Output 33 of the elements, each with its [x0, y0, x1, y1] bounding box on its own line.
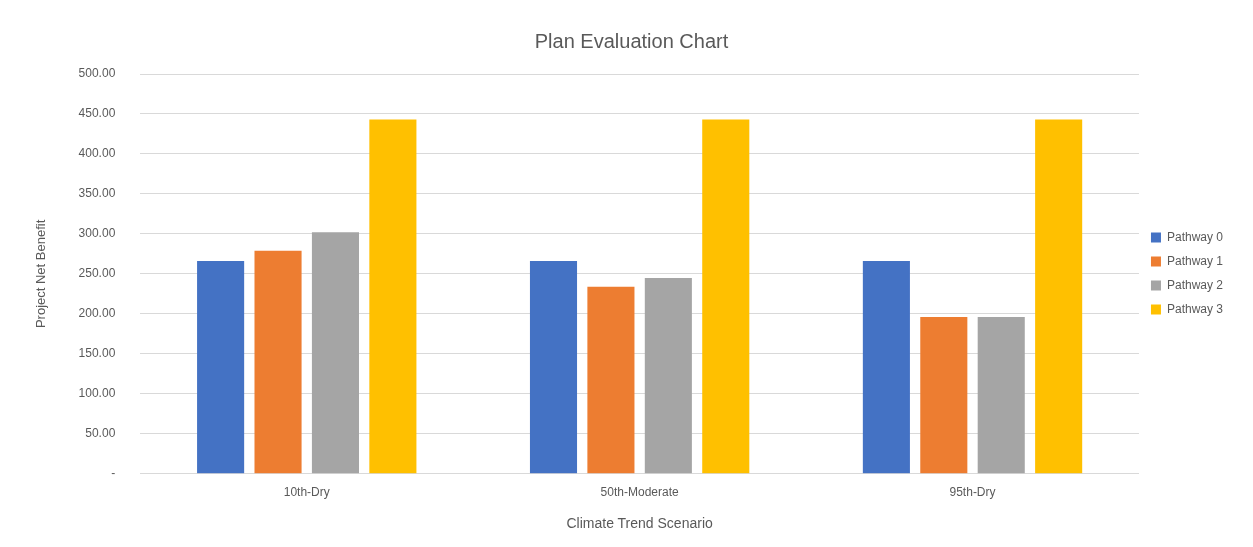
x-tick-label: 10th-Dry: [283, 485, 330, 500]
x-axis-title: Climate Trend Scenario: [566, 515, 713, 532]
y-tick-label: 50.00: [85, 426, 116, 441]
chart-title: Plan Evaluation Chart: [534, 29, 729, 52]
y-tick-label: 100.00: [78, 386, 116, 401]
y-tick-label: 400.00: [78, 146, 116, 161]
bar: [862, 261, 910, 474]
x-tick-label: 95th-Dry: [949, 485, 996, 500]
legend-label: Pathway 0: [1166, 229, 1224, 244]
y-tick-label: 300.00: [78, 226, 116, 241]
bar: [977, 317, 1025, 474]
bar: [369, 119, 417, 474]
legend-label: Pathway 3: [1166, 301, 1224, 316]
y-tick-label: -: [111, 466, 116, 481]
x-tick-label: 50th-Moderate: [600, 485, 679, 500]
bar: [254, 250, 302, 474]
y-tick-label: 200.00: [78, 306, 116, 321]
y-tick-label: 500.00: [78, 66, 116, 81]
legend-label: Pathway 2: [1166, 277, 1224, 292]
bar: [311, 232, 359, 474]
y-tick-label: 150.00: [78, 346, 116, 361]
y-tick-label: 450.00: [78, 106, 116, 121]
y-tick-label: 350.00: [78, 186, 116, 201]
y-tick-label: 250.00: [78, 266, 116, 281]
bar: [920, 317, 968, 474]
bar: [587, 286, 635, 474]
y-axis-title: Project Net Benefit: [33, 219, 49, 329]
bar: [529, 261, 578, 474]
bar: [702, 119, 750, 474]
legend-label: Pathway 1: [1166, 253, 1224, 268]
bar: [1035, 119, 1083, 474]
bar: [644, 277, 692, 474]
bar: [197, 261, 245, 474]
